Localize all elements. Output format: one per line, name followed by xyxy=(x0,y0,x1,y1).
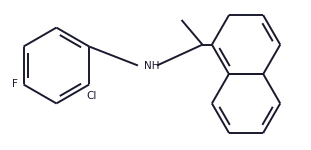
Text: Cl: Cl xyxy=(86,91,96,101)
Text: F: F xyxy=(12,80,18,90)
Text: NH: NH xyxy=(144,60,159,70)
